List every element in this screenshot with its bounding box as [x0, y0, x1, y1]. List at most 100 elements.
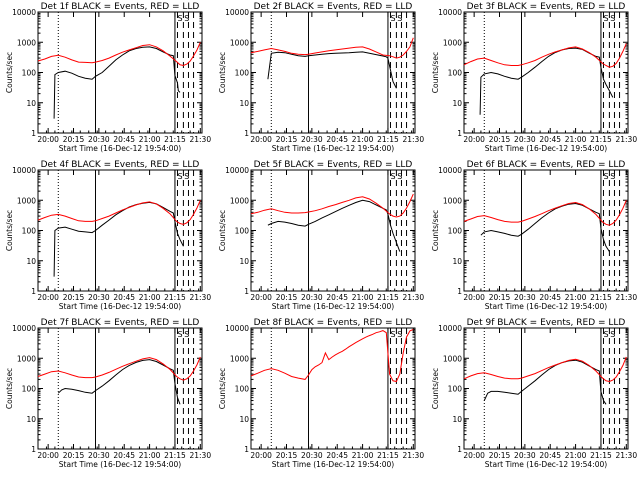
x-tick-label: 20:30: [301, 293, 323, 302]
x-tick-label: 20:45: [326, 135, 348, 144]
x-tick-label: 21:15: [377, 451, 399, 460]
lld-series-line: [250, 193, 414, 218]
x-tick-label: 20:00: [463, 293, 485, 302]
y-tick-label: 10000: [438, 166, 462, 175]
y-axis-label: Counts/sec: [218, 368, 227, 409]
x-axis-label: Start Time (16-Dec-12 19:54:00): [59, 144, 181, 153]
x-tick-label: 21:15: [590, 451, 612, 460]
events-series-line: [483, 359, 607, 405]
y-tick-label: 100: [235, 227, 250, 236]
y-tick-label: 10000: [438, 8, 462, 17]
events-series-line: [53, 46, 181, 119]
x-tick-label: 21:00: [139, 135, 161, 144]
y-axis-label: Counts/sec: [218, 52, 227, 93]
x-tick-label: 21:15: [590, 135, 612, 144]
y-tick-label: 10: [26, 415, 36, 424]
x-axis-label: Start Time (16-Dec-12 19:54:00): [272, 144, 394, 153]
y-tick-label: 1: [457, 445, 462, 454]
events-series-line: [267, 51, 397, 89]
chart-title: Det 4f BLACK = Events, RED = LLD: [41, 160, 200, 170]
events-series-line: [57, 359, 181, 405]
y-tick-label: 10: [452, 99, 462, 108]
x-tick-label: 21:30: [615, 451, 637, 460]
events-series-line: [479, 47, 614, 115]
y-axis-label: Counts/sec: [218, 210, 227, 251]
x-tick-label: 20:30: [301, 451, 323, 460]
x-tick-label: 21:15: [164, 135, 186, 144]
flag-label: S: [184, 172, 189, 181]
x-tick-label: 21:30: [615, 293, 637, 302]
x-tick-label: 21:30: [189, 135, 211, 144]
x-tick-label: 20:30: [514, 135, 536, 144]
y-tick-label: 1000: [443, 38, 462, 47]
x-tick-label: 20:00: [37, 451, 59, 460]
y-tick-label: 100: [235, 69, 250, 78]
chart-title: Det 6f BLACK = Events, RED = LLD: [467, 160, 626, 170]
x-axis-label: Start Time (16-Dec-12 19:54:00): [485, 144, 607, 153]
lld-series-line: [250, 328, 414, 383]
x-tick-label: 21:00: [352, 451, 374, 460]
chart-title: Det 2f BLACK = Events, RED = LLD: [254, 2, 413, 12]
y-tick-label: 1000: [443, 354, 462, 363]
y-tick-label: 10: [26, 99, 36, 108]
y-axis-label: Counts/sec: [5, 52, 14, 93]
x-tick-label: 20:45: [326, 293, 348, 302]
y-tick-label: 100: [448, 69, 463, 78]
x-tick-label: 20:15: [63, 451, 85, 460]
y-tick-label: 10000: [438, 324, 462, 333]
y-axis-label: Counts/sec: [431, 52, 440, 93]
y-tick-label: 10000: [12, 324, 36, 333]
lld-series-line: [463, 200, 627, 226]
y-tick-label: 1: [457, 129, 462, 138]
lld-series-line: [463, 43, 627, 68]
y-tick-label: 100: [22, 69, 37, 78]
y-axis-label: Counts/sec: [5, 368, 14, 409]
flag-label: S: [177, 14, 182, 23]
y-tick-label: 1: [457, 287, 462, 296]
lld-series-line: [250, 37, 414, 59]
x-tick-label: 20:30: [88, 451, 110, 460]
chart-title: Det 7f BLACK = Events, RED = LLD: [41, 318, 200, 328]
x-tick-label: 21:30: [189, 451, 211, 460]
y-tick-label: 100: [448, 227, 463, 236]
x-tick-label: 20:15: [489, 293, 511, 302]
x-tick-label: 20:45: [539, 135, 561, 144]
y-tick-label: 100: [22, 385, 37, 394]
chart-title: Det 9f BLACK = Events, RED = LLD: [467, 318, 626, 328]
x-tick-label: 21:30: [402, 451, 424, 460]
x-tick-label: 20:00: [250, 135, 272, 144]
flag-label: S: [177, 330, 182, 339]
y-tick-label: 100: [448, 385, 463, 394]
x-tick-label: 20:30: [88, 135, 110, 144]
x-tick-label: 21:00: [352, 135, 374, 144]
x-tick-label: 20:00: [37, 293, 59, 302]
flag-label: S: [184, 330, 189, 339]
x-tick-label: 21:30: [402, 293, 424, 302]
x-tick-label: 20:15: [489, 451, 511, 460]
flag-label: S: [177, 172, 182, 181]
chart-title: Det 3f BLACK = Events, RED = LLD: [467, 2, 626, 12]
y-tick-label: 1000: [230, 196, 249, 205]
y-tick-label: 1000: [443, 196, 462, 205]
y-tick-label: 10: [452, 415, 462, 424]
flag-label: S: [610, 172, 615, 181]
y-tick-label: 10: [239, 99, 249, 108]
events-series-line: [480, 202, 610, 252]
chart-title: Det 8f BLACK = Events, RED = LLD: [254, 318, 413, 328]
x-tick-label: 20:30: [88, 293, 110, 302]
flag-label: S: [397, 330, 402, 339]
x-tick-label: 20:45: [326, 451, 348, 460]
x-tick-label: 20:15: [63, 293, 85, 302]
x-tick-label: 21:15: [164, 293, 186, 302]
y-axis-label: Counts/sec: [431, 368, 440, 409]
y-tick-label: 100: [22, 227, 37, 236]
y-axis-label: Counts/sec: [431, 210, 440, 251]
x-axis-label: Start Time (16-Dec-12 19:54:00): [272, 302, 394, 311]
x-tick-label: 21:30: [189, 293, 211, 302]
y-tick-label: 10: [26, 257, 36, 266]
y-tick-label: 1: [31, 129, 36, 138]
x-tick-label: 20:15: [276, 451, 298, 460]
flag-label: S: [603, 330, 608, 339]
y-tick-label: 1: [31, 445, 36, 454]
